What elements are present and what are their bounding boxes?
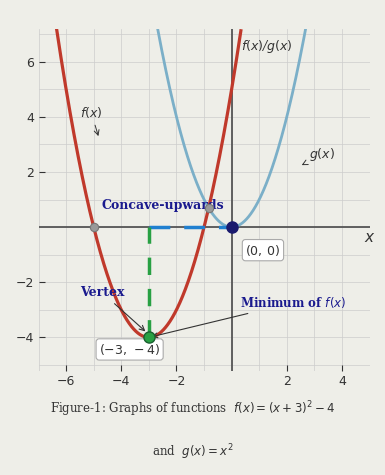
Text: Concave-upwards: Concave-upwards [101,199,224,212]
Text: Figure-1: Graphs of functions  $f(x) = (x+3)^2 - 4$: Figure-1: Graphs of functions $f(x) = (x… [50,399,335,419]
Text: and  $g(x) = x^2$: and $g(x) = x^2$ [152,442,233,462]
Text: $(-3,\,-4)$: $(-3,\,-4)$ [99,342,160,357]
Text: Minimum of $f(x)$: Minimum of $f(x)$ [153,295,346,338]
Text: $x$: $x$ [364,231,375,245]
Text: Vertex: Vertex [80,286,144,331]
Text: $(0,\,0)$: $(0,\,0)$ [245,243,280,257]
Text: $g(x)$: $g(x)$ [303,146,335,165]
Text: $f(x)$/$g(x)$: $f(x)$/$g(x)$ [241,38,293,55]
Text: $f(x)$: $f(x)$ [80,105,102,135]
